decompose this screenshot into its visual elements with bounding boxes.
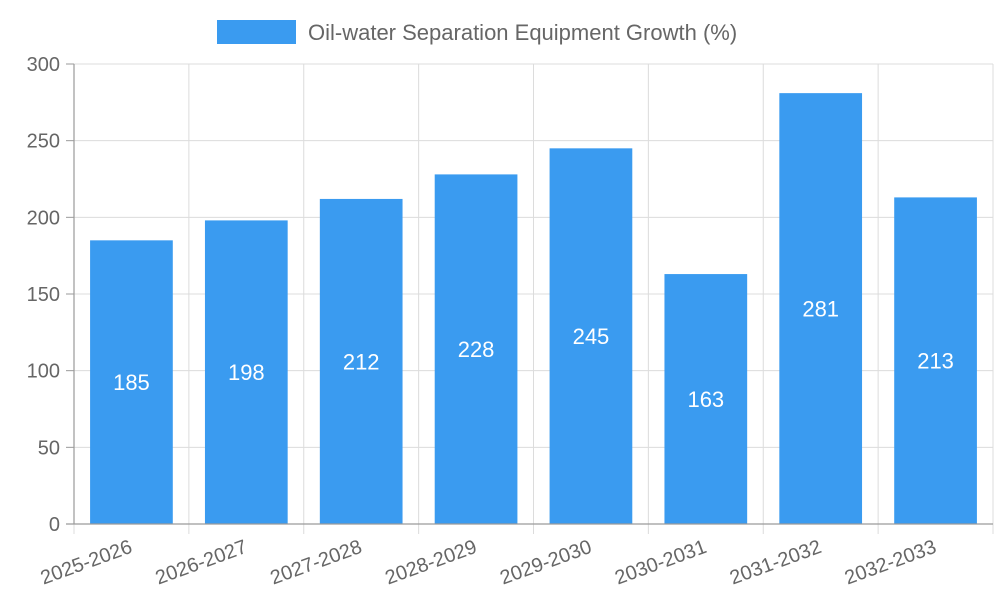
bar-2029-2030 (549, 148, 633, 525)
bar-2028-2029 (434, 174, 518, 524)
bar-value-label: 281 (802, 297, 839, 322)
bar-2025-2026 (90, 240, 173, 525)
y-axis-ticks: 0 50 100 150 200 250 300 (27, 54, 74, 536)
y-tick-label: 150 (27, 284, 60, 306)
y-tick-label: 100 (27, 361, 60, 383)
bar-value-label: 185 (113, 370, 150, 395)
x-tick-label: 2028-2029 (382, 536, 479, 589)
bar-value-label: 228 (458, 337, 495, 362)
x-axis-ticks: 2025-2026 2026-2027 2027-2028 2028-2029 2029… (38, 536, 940, 589)
legend: Oil-water Separation Equipment Growth (%… (217, 20, 737, 45)
bar-2031-2032 (779, 93, 863, 524)
bar-value-label: 198 (228, 360, 265, 385)
y-tick-label: 250 (27, 131, 60, 153)
bar-value-label: 212 (343, 349, 380, 374)
legend-label: Oil-water Separation Equipment Growth (%… (308, 20, 737, 45)
x-tick-label: 2031-2032 (727, 536, 824, 589)
y-tick-label: 50 (38, 437, 60, 459)
legend-swatch (217, 20, 296, 44)
x-tick-label: 2029-2030 (497, 536, 594, 589)
bar-2032-2033 (894, 197, 977, 524)
bar-value-label: 245 (573, 324, 610, 349)
x-tick-label: 2025-2026 (38, 536, 135, 589)
bar-value-labels: 185 198 212 228 245 163 281 213 (113, 297, 954, 412)
bar-2030-2031 (664, 274, 748, 524)
y-tick-label: 300 (27, 54, 60, 76)
bars (90, 93, 977, 525)
bar-value-label: 163 (687, 387, 724, 412)
x-tick-label: 2026-2027 (153, 536, 250, 589)
bar-value-label: 213 (917, 349, 954, 374)
bar-2026-2027 (204, 220, 288, 524)
x-tick-label: 2027-2028 (267, 536, 364, 589)
x-tick-label: 2032-2033 (842, 536, 939, 589)
bar-2027-2028 (319, 198, 403, 524)
y-tick-label: 0 (49, 514, 60, 536)
y-tick-label: 200 (27, 207, 60, 229)
x-tick-label: 2030-2031 (612, 536, 709, 589)
